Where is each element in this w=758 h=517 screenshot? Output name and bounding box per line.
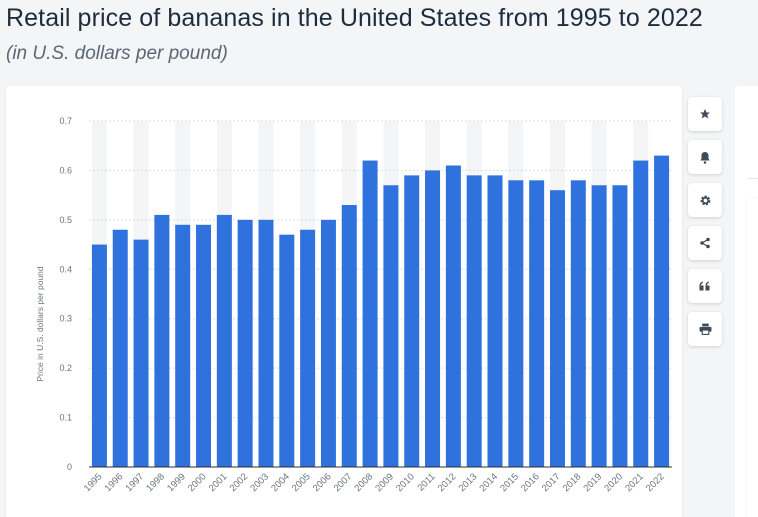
bar [487, 175, 503, 467]
bar [404, 175, 420, 467]
chart-title: Retail price of bananas in the United St… [6, 4, 703, 32]
x-tick-label: 1995 [82, 471, 105, 494]
x-tick-label: 2014 [477, 471, 500, 494]
x-tick-label: 2000 [186, 471, 209, 494]
x-tick-label: 2004 [269, 471, 292, 494]
bar [216, 214, 232, 467]
quote-icon [699, 281, 710, 291]
x-tick-label: 2006 [311, 471, 334, 494]
x-tick-label: 2011 [415, 471, 437, 493]
y-tick-label: 0.6 [59, 165, 72, 175]
x-tick-label: 2005 [290, 471, 313, 494]
bar [237, 219, 253, 467]
bar [529, 180, 545, 468]
share-button[interactable] [688, 226, 722, 260]
bar [362, 160, 378, 467]
bar [258, 219, 274, 467]
bar [112, 229, 128, 467]
bar [91, 244, 107, 467]
bar [654, 155, 670, 467]
x-tick-label: 1997 [123, 471, 146, 494]
print-button[interactable] [688, 312, 722, 346]
bar [549, 190, 565, 467]
bar [425, 170, 441, 467]
x-tick-label: 2018 [561, 471, 584, 494]
bar [383, 185, 399, 467]
chart-toolbar [688, 97, 724, 355]
side-divider [747, 178, 758, 179]
x-tick-label: 2007 [332, 471, 355, 494]
print-icon [699, 323, 711, 335]
bar [196, 224, 212, 467]
x-tick-label: 2015 [498, 471, 521, 494]
y-tick-label: 0 [67, 462, 72, 472]
x-tick-label: 2002 [228, 471, 251, 494]
gear-icon [700, 195, 710, 205]
y-tick-label: 0.7 [59, 116, 72, 126]
bar-chart: 0 0.1 0.2 0.3 0.4 0.5 0.6 0.7 199519961997199819… [35, 116, 672, 494]
bar [633, 160, 649, 467]
x-tick-label: 2022 [644, 471, 667, 494]
cite-button[interactable] [688, 269, 722, 303]
x-tick-label: 2008 [352, 471, 375, 494]
bar [300, 229, 316, 467]
bar [133, 239, 149, 467]
bar [612, 185, 628, 467]
notification-button[interactable] [688, 140, 722, 174]
side-panel [735, 86, 758, 517]
chart-subtitle: (in U.S. dollars per pound) [6, 43, 228, 64]
bar [154, 214, 170, 467]
side-block [747, 198, 758, 517]
x-tick-label: 1999 [165, 471, 188, 494]
chart-card: 0 0.1 0.2 0.3 0.4 0.5 0.6 0.7 1995 1996 1997 1998 19… [6, 86, 682, 517]
settings-button[interactable] [688, 183, 722, 217]
bar [320, 219, 336, 467]
x-tick-label: 2019 [582, 471, 605, 494]
bell-icon [700, 151, 710, 164]
y-tick-label: 0.2 [59, 363, 72, 373]
bar [445, 165, 461, 467]
x-tick-label: 2013 [457, 471, 480, 494]
bar [341, 205, 357, 467]
bar [175, 224, 191, 467]
bar [591, 185, 607, 467]
y-axis-title: Price in U.S. dollars per pound [35, 266, 45, 382]
x-tick-label: 2016 [519, 471, 542, 494]
bar [570, 180, 586, 468]
y-tick-label: 0.5 [59, 215, 72, 225]
x-tick-label: 2009 [373, 471, 396, 494]
x-tick-label: 2020 [602, 471, 625, 494]
x-tick-label: 2017 [540, 471, 563, 494]
star-icon [700, 109, 710, 119]
x-tick-label: 2001 [207, 471, 230, 494]
y-tick-label: 0.4 [59, 264, 72, 274]
x-tick-label: 2012 [436, 471, 459, 494]
bar [508, 180, 524, 468]
x-tick-label: 1998 [144, 471, 167, 494]
y-tick-label: 0.1 [59, 413, 72, 423]
share-icon [700, 237, 710, 249]
x-tick-label: 1996 [103, 471, 126, 494]
y-tick-label: 0.3 [59, 314, 72, 324]
x-tick-label: 2010 [394, 471, 417, 494]
bar [279, 234, 295, 467]
favorite-button[interactable] [688, 97, 722, 131]
x-tick-label: 2003 [248, 471, 271, 494]
bar [466, 175, 482, 467]
x-tick-label: 2021 [623, 471, 646, 494]
